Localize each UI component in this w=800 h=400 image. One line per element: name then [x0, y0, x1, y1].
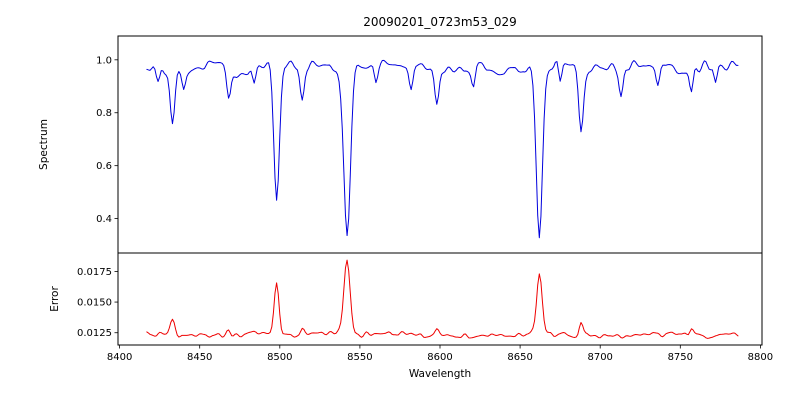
y-tick-label: 0.8: [96, 108, 112, 119]
x-tick-label: 8400: [107, 352, 132, 363]
x-tick-label: 8550: [347, 352, 372, 363]
bottom-axes-frame: [117, 252, 763, 346]
y-tick-label: 0.6: [96, 161, 112, 172]
y-tick-label: 0.0125: [77, 328, 112, 339]
x-tick-label: 8450: [187, 352, 212, 363]
spectrum-y-axis-label: Spectrum: [38, 119, 50, 170]
spectrum-line: [146, 59, 739, 239]
x-axis-label: Wavelength: [409, 368, 471, 380]
y-tick-label: 0.4: [96, 214, 112, 225]
error-y-axis-label: Error: [49, 286, 61, 312]
x-tick-label: 8700: [587, 352, 612, 363]
plot-title: 20090201_0723m53_029: [363, 15, 516, 29]
x-tick-label: 8650: [507, 352, 532, 363]
x-tick-label: 8800: [748, 352, 773, 363]
y-tick-label: 1.0: [96, 55, 112, 66]
y-tick-label: 0.0175: [77, 267, 112, 278]
error-line: [146, 259, 739, 339]
x-tick-label: 8750: [668, 352, 693, 363]
ticks-layer: 8400 8450 8500 8550 8600 8650 8700 8750 8800 0.4 0…: [77, 55, 773, 363]
x-tick-label: 8600: [427, 352, 452, 363]
x-tick-label: 8500: [267, 352, 292, 363]
y-tick-label: 0.0150: [77, 298, 112, 309]
